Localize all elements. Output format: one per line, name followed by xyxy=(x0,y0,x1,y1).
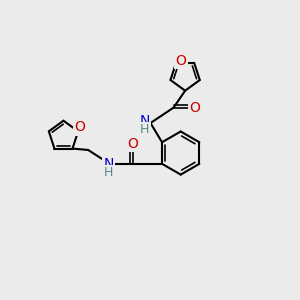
Text: O: O xyxy=(127,137,138,151)
Text: O: O xyxy=(74,121,85,134)
Text: N: N xyxy=(104,157,114,171)
Text: H: H xyxy=(104,166,114,179)
Text: O: O xyxy=(190,100,201,115)
Text: N: N xyxy=(139,115,149,128)
Text: H: H xyxy=(140,123,149,136)
Text: O: O xyxy=(175,53,186,68)
